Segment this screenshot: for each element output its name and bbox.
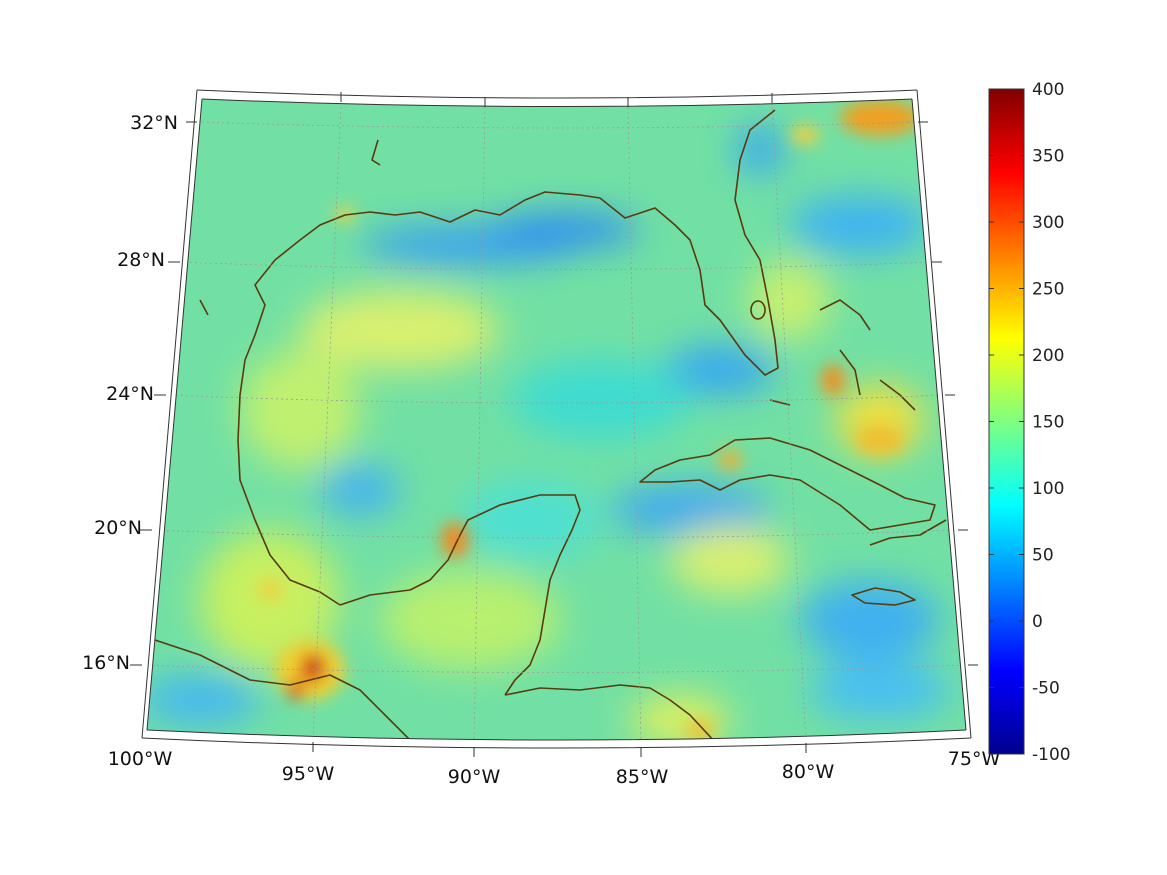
lat-label-24n: 24°N: [106, 383, 154, 405]
data-field: [147, 99, 966, 740]
colorbar: 400 350 300 250 200 150 100 50 0 -50 -100: [988, 80, 1071, 765]
graticule: [147, 101, 966, 740]
lon-label-100w: 100°W: [108, 748, 173, 770]
colorbar-tick-label: 350: [1032, 147, 1064, 167]
colorbar-tick-label: 400: [1032, 80, 1064, 100]
colorbar-gradient: [988, 88, 1025, 755]
map-frame: [130, 89, 978, 757]
colorbar-tick-label: 250: [1032, 280, 1064, 300]
lat-label-16n: 16°N: [82, 652, 130, 674]
lon-label-75w: 75°W: [948, 748, 1001, 770]
lon-label-95w: 95°W: [282, 763, 335, 785]
lat-label-32n: 32°N: [130, 112, 178, 134]
lon-label-90w: 90°W: [448, 766, 501, 788]
colorbar-tick-label: 50: [1032, 546, 1054, 566]
colorbar-tick-label: -100: [1032, 745, 1071, 765]
coastline: [154, 109, 947, 740]
lat-label-20n: 20°N: [94, 517, 142, 539]
colorbar-ticks: 400 350 300 250 200 150 100 50 0 -50 -100: [989, 80, 1071, 765]
colorbar-tick-label: 300: [1032, 213, 1064, 233]
latitude-labels: 32°N 28°N 24°N 20°N 16°N: [82, 112, 178, 674]
lon-label-80w: 80°W: [782, 761, 835, 783]
colorbar-tick-label: 100: [1032, 479, 1064, 499]
lat-label-28n: 28°N: [117, 249, 165, 271]
colorbar-tick-label: 0: [1032, 612, 1043, 632]
colorbar-tick-label: -50: [1032, 679, 1060, 699]
colorbar-tick-label: 200: [1032, 346, 1064, 366]
lon-label-85w: 85°W: [616, 766, 669, 788]
longitude-labels: 100°W 95°W 90°W 85°W 80°W 75°W: [108, 748, 1001, 788]
colorbar-tick-label: 150: [1032, 413, 1064, 433]
